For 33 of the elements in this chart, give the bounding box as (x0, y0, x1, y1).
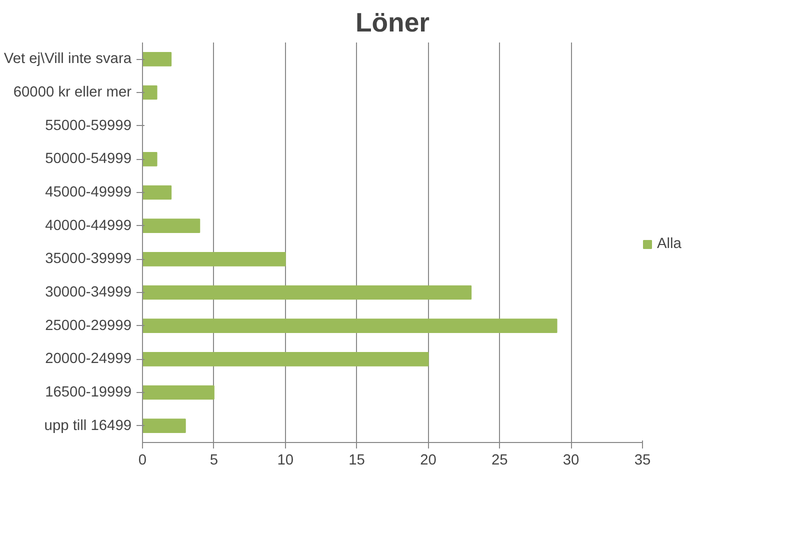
y-tick-label: 55000-59999 (45, 118, 132, 134)
y-tick-label: 50000-54999 (45, 151, 132, 168)
y-tick-label: 35000-39999 (45, 251, 132, 268)
chart-title: Löner (355, 8, 430, 38)
bar (142, 318, 558, 333)
x-tick-label: 15 (348, 452, 365, 468)
x-tick-label: 0 (138, 452, 147, 468)
bar (142, 218, 200, 233)
bar (142, 85, 158, 100)
bar (142, 52, 172, 66)
legend-label: Alla (657, 236, 682, 252)
bar (142, 185, 172, 200)
x-tick-label: 35 (634, 452, 651, 468)
y-tick-label: 60000 kr eller mer (13, 84, 132, 100)
bar (142, 385, 214, 400)
bar (142, 285, 472, 300)
bar (142, 418, 186, 433)
bar (142, 352, 429, 366)
y-tick-label: 20000-24999 (45, 351, 132, 368)
y-tick-label: 30000-34999 (45, 284, 132, 300)
x-tick-label: 30 (562, 452, 580, 468)
x-tick-label: 25 (491, 452, 508, 468)
bar (142, 252, 286, 266)
y-tick-label: 45000-49999 (45, 184, 132, 200)
x-tick-label: 20 (420, 452, 436, 468)
y-tick-label: 40000-44999 (45, 218, 132, 234)
y-tick-label: 25000-29999 (45, 318, 132, 334)
y-tick-label: 16500-19999 (45, 384, 132, 400)
y-tick-label: upp till 16499 (44, 418, 132, 434)
x-tick-label: 5 (210, 452, 218, 468)
bar (142, 152, 158, 166)
x-tick-label: 10 (277, 452, 294, 468)
y-tick-label: Vet ej\Vill inte svara (4, 51, 132, 68)
